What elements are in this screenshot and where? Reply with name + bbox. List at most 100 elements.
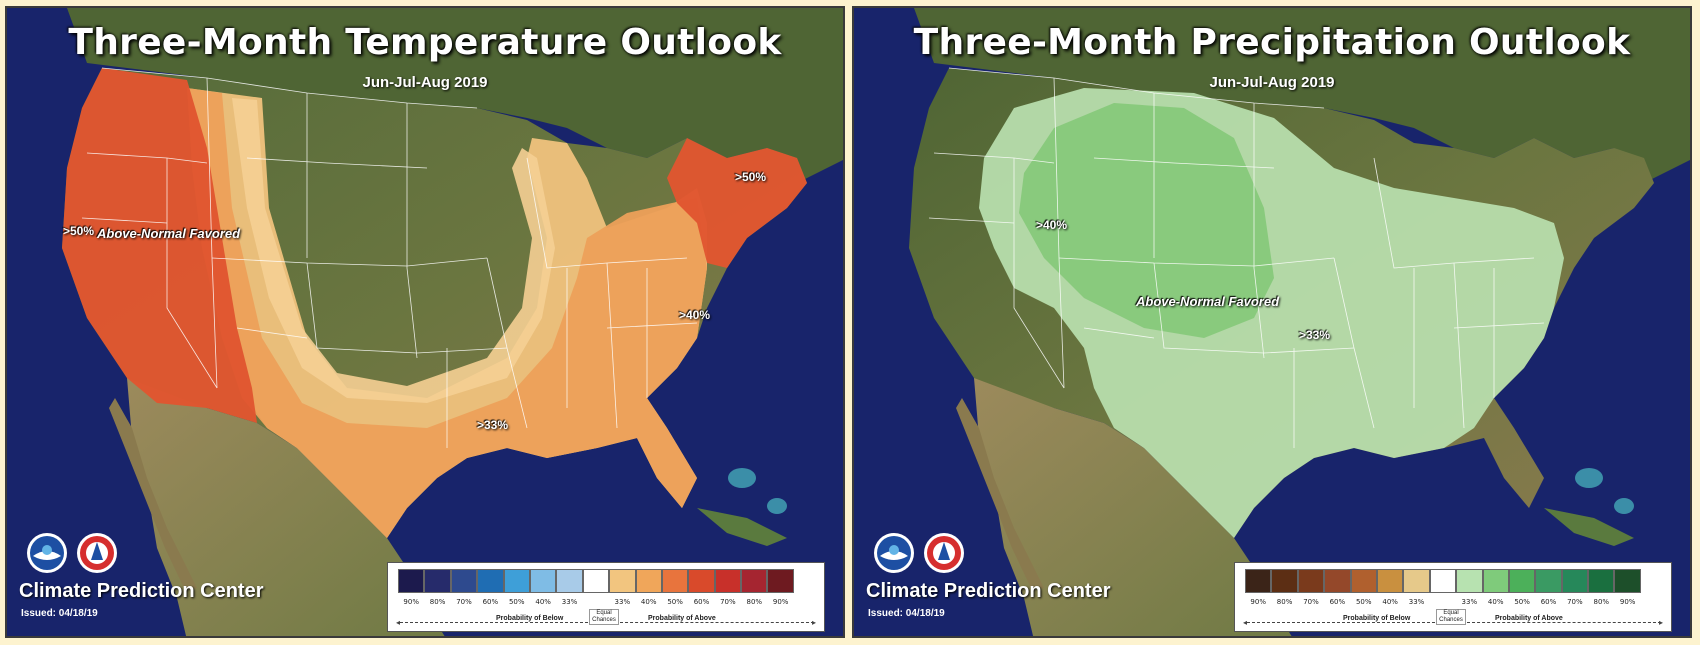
legend-tick: 70% <box>1303 598 1319 606</box>
probability-label-center: >40% <box>1036 218 1068 232</box>
probability-label-southeast: >40% <box>679 308 711 322</box>
legend-tick: 80% <box>1593 598 1610 606</box>
legend-swatch <box>635 569 662 593</box>
legend-swatch <box>1403 569 1430 593</box>
legend-swatches <box>398 569 794 593</box>
arrow-right-icon: ▸ <box>1659 618 1664 627</box>
legend-tick: 90% <box>403 598 419 606</box>
temperature-outlook-panel: Three-Month Temperature Outlook Jun-Jul-… <box>5 6 845 638</box>
legend-swatch <box>556 569 583 593</box>
probability-legend: 90% 80% 70% 60% 50% 40% 33% 33% 40% 50% … <box>1234 562 1672 632</box>
legend-swatch <box>741 569 768 593</box>
precipitation-outlook-panel: Three-Month Precipitation Outlook Jun-Ju… <box>852 6 1692 638</box>
legend-caption-above: Probability of Above <box>1495 615 1563 622</box>
legend-tick: 33% <box>614 598 631 606</box>
legend-swatch <box>1429 569 1457 593</box>
legend-swatch <box>1376 569 1404 593</box>
arrow-left-icon: ◂ <box>396 618 401 627</box>
legend-tick: 33% <box>1461 598 1478 606</box>
legend-tick: 90% <box>1619 598 1636 606</box>
legend-tick: 60% <box>482 598 499 606</box>
legend-caption-below: Probability of Below <box>496 615 564 622</box>
legend-tick: 50% <box>508 598 525 606</box>
legend-swatch <box>609 569 636 593</box>
favored-label: Above-Normal Favored <box>97 226 241 241</box>
legend-tick: 40% <box>1487 598 1504 606</box>
temp-region-40 <box>187 88 707 538</box>
mexico-landmass <box>974 378 1292 636</box>
legend-tick: 50% <box>1514 598 1530 606</box>
legend-swatch <box>477 569 504 593</box>
legend-swatch <box>1350 569 1377 593</box>
canada-landmass <box>914 8 1690 183</box>
legend-swatch <box>424 569 451 593</box>
legend-swatch <box>503 569 530 593</box>
legend-caption-equal: Equal Chances <box>589 609 619 625</box>
arrow-right-icon: ▸ <box>812 618 817 627</box>
legend-swatch <box>688 569 715 593</box>
legend-ticks: 90% 80% 70% 60% 50% 40% 33% 33% 40% 50% … <box>398 598 794 606</box>
legend-swatch <box>767 569 794 593</box>
legend-swatch <box>398 569 425 593</box>
legend-swatch <box>661 569 689 593</box>
legend-swatch <box>1456 569 1483 593</box>
legend-tick: 60% <box>1329 598 1346 606</box>
canada-landmass <box>67 8 843 183</box>
legend-tick: 33% <box>561 598 578 606</box>
legend-tick: 70% <box>720 598 736 606</box>
probability-label-south: >33% <box>477 418 509 432</box>
precip-region-40 <box>1019 103 1274 338</box>
legend-swatch <box>1535 569 1562 593</box>
legend-tick: 90% <box>772 598 789 606</box>
legend-tick: 60% <box>693 598 710 606</box>
legend-tick: 60% <box>1540 598 1557 606</box>
issued-date: Issued: 04/18/19 <box>868 608 945 619</box>
temp-region-northeast-50 <box>667 138 807 268</box>
favored-label: Above-Normal Favored <box>1136 294 1280 309</box>
probability-legend: 90% 80% 70% 60% 50% 40% 33% 33% 40% 50% … <box>387 562 825 632</box>
legend-caption-above: Probability of Above <box>648 615 716 622</box>
state-boundaries <box>81 67 698 448</box>
legend-caption-equal: Equal Chances <box>1436 609 1466 625</box>
temp-region-west-50 <box>62 68 257 423</box>
probability-label-west: >50% <box>63 224 95 238</box>
legend-swatch <box>582 569 610 593</box>
org-name: Climate Prediction Center <box>866 580 1111 602</box>
legend-tick: 70% <box>1567 598 1583 606</box>
legend-arrow-above <box>620 622 814 623</box>
agency-logos <box>874 533 964 573</box>
legend-caption-below: Probability of Below <box>1343 615 1411 622</box>
legend-swatch <box>450 569 478 593</box>
map-subtitle: Jun-Jul-Aug 2019 <box>1209 74 1335 91</box>
map-title: Three-Month Temperature Outlook <box>68 22 782 63</box>
org-name: Climate Prediction Center <box>19 580 264 602</box>
legend-tick: 40% <box>1382 598 1398 606</box>
temperature-map <box>7 8 843 636</box>
legend-tick: 50% <box>1355 598 1372 606</box>
legend-tick: 33% <box>1408 598 1425 606</box>
legend-arrow-below <box>400 622 588 623</box>
legend-swatch <box>1482 569 1509 593</box>
legend-swatch <box>1614 569 1641 593</box>
probability-label-northeast: >50% <box>735 170 767 184</box>
arrow-left-icon: ◂ <box>1243 618 1248 627</box>
precipitation-map <box>854 8 1690 636</box>
legend-tick: 50% <box>667 598 683 606</box>
issued-date: Issued: 04/18/19 <box>21 608 98 619</box>
legend-tick: 40% <box>640 598 657 606</box>
map-subtitle: Jun-Jul-Aug 2019 <box>362 74 488 91</box>
legend-swatch <box>1245 569 1272 593</box>
legend-swatch <box>1561 569 1589 593</box>
state-boundaries <box>928 67 1545 448</box>
legend-swatch <box>1324 569 1351 593</box>
legend-swatch <box>529 569 557 593</box>
legend-tick: 40% <box>535 598 551 606</box>
agency-logos <box>27 533 117 573</box>
legend-tick: 80% <box>1276 598 1293 606</box>
legend-arrow-above <box>1467 622 1661 623</box>
mexico-landmass <box>127 378 445 636</box>
legend-tick: 80% <box>429 598 446 606</box>
legend-swatch <box>714 569 742 593</box>
legend-swatch <box>1508 569 1536 593</box>
legend-tick <box>1430 598 1456 606</box>
